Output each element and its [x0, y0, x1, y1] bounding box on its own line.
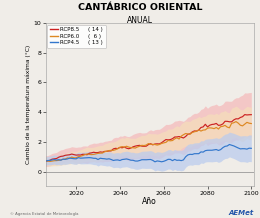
Text: © Agencia Estatal de Meteorología: © Agencia Estatal de Meteorología — [10, 212, 79, 216]
X-axis label: Año: Año — [142, 197, 157, 206]
Text: AEMet: AEMet — [228, 210, 254, 216]
Text: CANTÁBRICO ORIENTAL: CANTÁBRICO ORIENTAL — [78, 3, 203, 12]
Text: ANUAL: ANUAL — [127, 16, 153, 25]
Legend: RCP8.5     ( 14 ), RCP6.0     (  6 ), RCP4.5     ( 13 ): RCP8.5 ( 14 ), RCP6.0 ( 6 ), RCP4.5 ( 13… — [47, 25, 106, 48]
Y-axis label: Cambio de la temperatura máxima (°C): Cambio de la temperatura máxima (°C) — [25, 45, 31, 164]
